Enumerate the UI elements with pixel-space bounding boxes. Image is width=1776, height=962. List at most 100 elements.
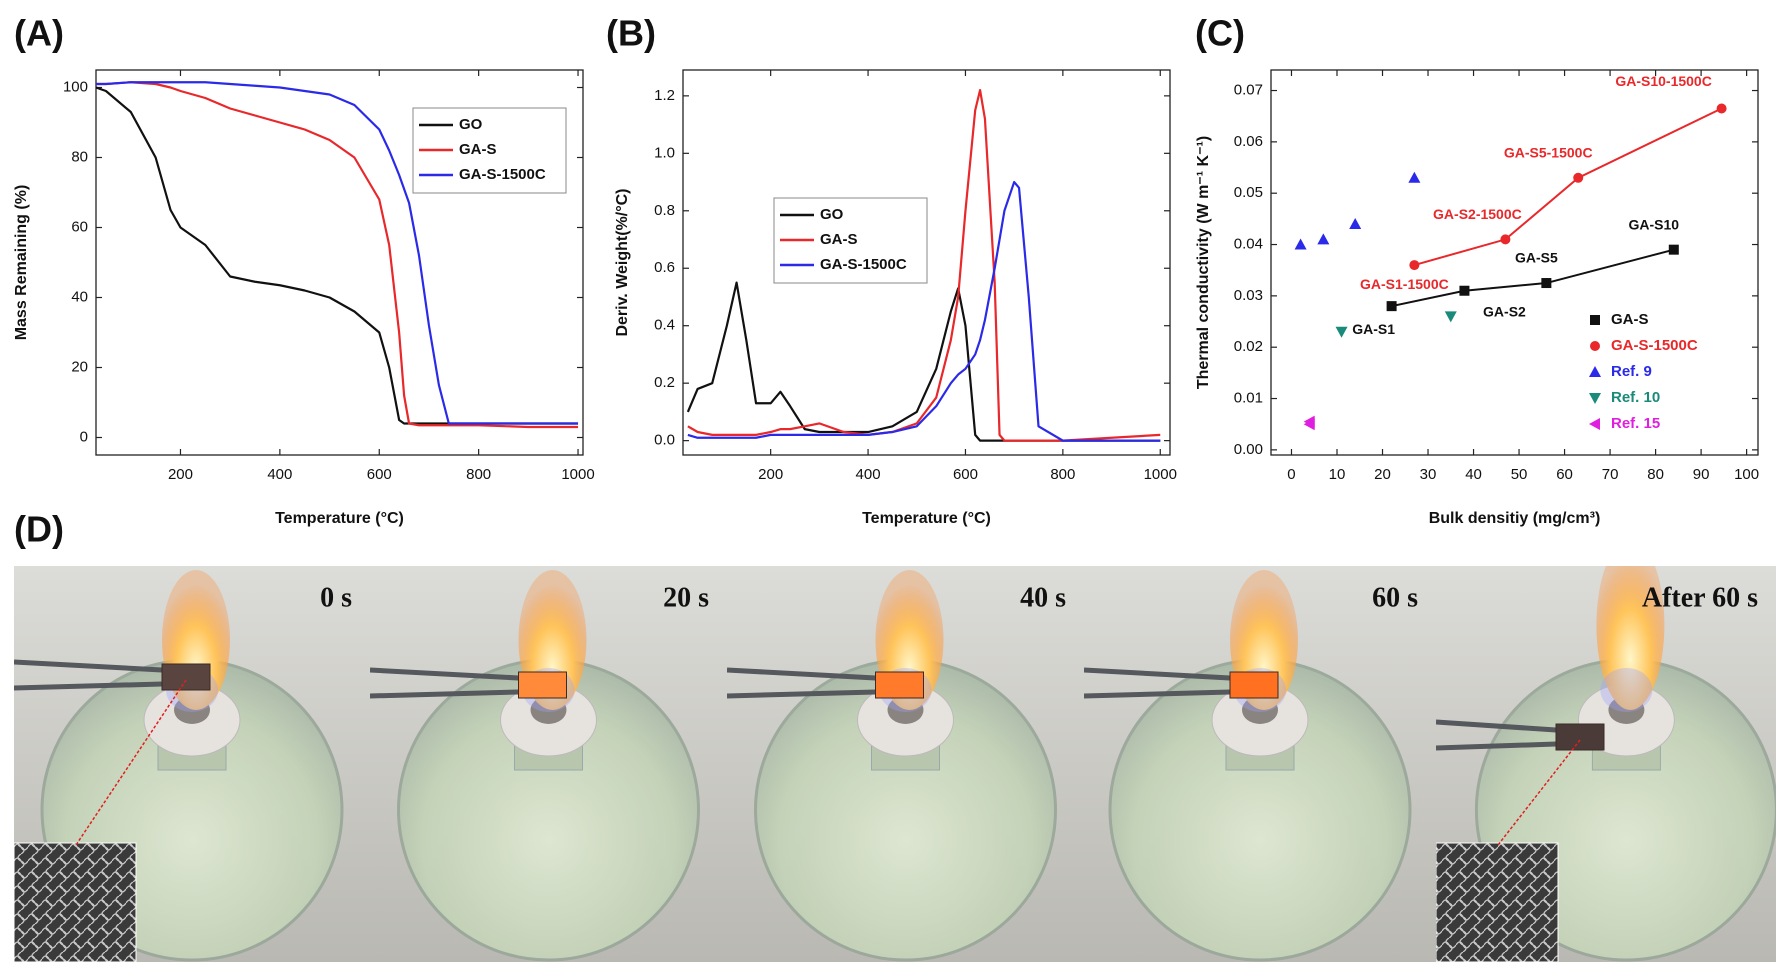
y-axis-title: Mass Remaining (%) [13,185,30,341]
legend-label: GA-S [820,231,858,248]
chart: 0 10 20 30 40 50 60 70 80 90 100 0.00 0.01 0.02 0.03 0.… [1195,69,1759,527]
y-tick-label: 80 [71,148,88,165]
plot-frame [1270,69,1759,456]
photo-time-label: 60 s [1372,582,1418,613]
legend-label: GA-S-1500C [459,166,546,183]
y-tick-label: 0.02 [1234,338,1263,355]
legend-swatch [1589,418,1600,430]
legend-label: GO [459,116,483,133]
sem-inset [1436,842,1559,962]
y-tick-label: 40 [71,288,88,305]
y-axis-title: Thermal conductivity (W m⁻¹ K⁻¹) [1195,136,1212,389]
marker [1408,171,1421,183]
flame-core [1600,668,1653,712]
marker [1409,260,1420,271]
photo: After 60 s [1436,566,1776,962]
x-tick-label: 10 [1329,466,1346,483]
series-line [1391,248,1675,308]
marker [1716,103,1727,114]
sample [518,671,567,699]
charts: 200 400 600 800 1000020406080100Temperature … [13,69,1759,527]
series-line [687,180,1161,442]
legend-label: Ref. 15 [1611,415,1660,432]
panel-label: (B) [606,13,656,54]
plot-frame [95,69,584,456]
tweezers [727,667,876,699]
photo-strip: 0 s 20 s 40 s 60 s After 60 s [14,566,1776,962]
x-tick-label: 40 [1465,466,1482,483]
x-axis-title: Temperature (°C) [862,510,991,527]
y-tick-label: 0.00 [1234,441,1263,458]
legend-label: GO [820,206,844,223]
x-tick-label: 400 [856,466,881,483]
y-tick-label: 0.2 [654,374,675,391]
marker [1541,278,1552,289]
panel-label: (A) [14,13,64,54]
x-tick-label: 0 [1287,466,1295,483]
x-tick-label: 200 [758,466,783,483]
legend-swatch [1590,315,1600,325]
tweezers [1084,667,1231,699]
marker [1573,172,1584,183]
y-tick-label: 0.01 [1234,390,1263,407]
y-tick-label: 0.0 [654,432,675,449]
photo-time-label: 0 s [320,582,352,613]
photo-time-label: After 60 s [1642,582,1758,613]
point-label: GA-S1 [1352,321,1395,337]
x-tick-label: 30 [1420,466,1437,483]
legend-swatch [1589,366,1601,377]
series-line [686,281,1161,442]
y-tick-label: 20 [71,358,88,375]
plot-frame [682,69,1171,456]
point-label: GA-S10-1500C [1615,73,1712,89]
marker [1317,233,1330,245]
x-axis-title: Bulk densitiy (mg/cm³) [1429,510,1601,527]
series-line [95,86,579,425]
y-tick-label: 0.05 [1234,184,1263,201]
series-line [687,89,1161,442]
y-tick-label: 0.8 [654,202,675,219]
x-tick-label: 400 [267,466,292,483]
photo: 40 s [727,566,1084,962]
sample [161,663,211,691]
pointer-line [1497,739,1581,846]
y-tick-label: 60 [71,218,88,235]
y-tick-label: 0.06 [1234,133,1263,150]
flame [1596,566,1665,710]
legend-label: Ref. 10 [1611,389,1660,406]
legend-label: GA-S-1500C [1611,337,1698,354]
y-tick-label: 1.0 [654,144,675,161]
photo-time-label: 20 s [663,582,709,613]
photo: 60 s [1084,566,1436,962]
x-tick-label: 20 [1374,466,1391,483]
point-label: GA-S5 [1515,250,1558,266]
point-label: GA-S2 [1483,303,1526,319]
tweezers [370,667,519,699]
x-tick-label: 600 [953,466,978,483]
y-tick-label: 0.03 [1234,287,1263,304]
y-tick-label: 0.4 [654,317,675,334]
legend-label: GA-S [1611,311,1649,328]
point-label: GA-S10 [1629,216,1680,232]
marker [1335,326,1348,338]
panel-label: (D) [14,509,64,550]
legend-swatch [1589,393,1601,404]
x-tick-label: 200 [168,466,193,483]
y-tick-label: 0.6 [654,259,675,276]
tweezers [14,659,163,691]
marker [1500,234,1511,245]
marker [1459,285,1470,296]
series-line [96,81,579,429]
marker [1294,238,1307,250]
series-line [1414,107,1723,267]
sample [1229,671,1279,699]
y-tick-label: 100 [63,78,88,95]
y-tick-label: 1.2 [654,87,675,104]
legend-label: GA-S-1500C [820,256,907,273]
x-tick-label: 80 [1647,466,1664,483]
x-tick-label: 100 [1734,466,1759,483]
photo-time-label: 40 s [1020,582,1066,613]
point-label: GA-S2-1500C [1433,206,1522,222]
x-tick-label: 50 [1511,466,1528,483]
